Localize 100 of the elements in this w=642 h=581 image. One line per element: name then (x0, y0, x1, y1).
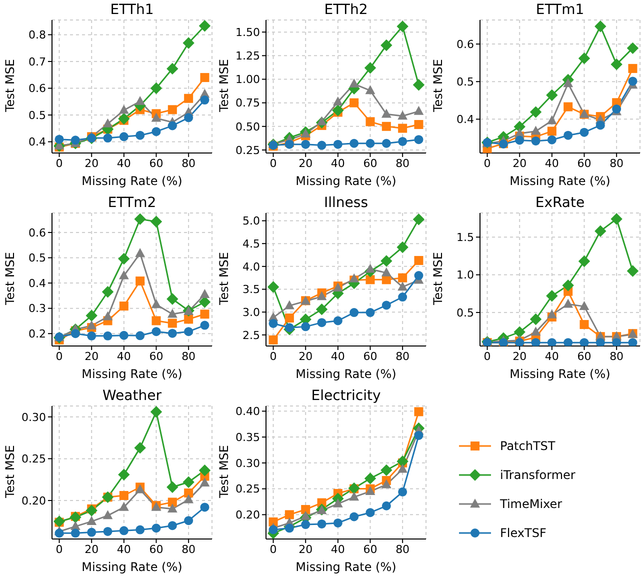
point (382, 122, 391, 131)
point (300, 510, 311, 520)
point (349, 273, 360, 282)
point (398, 487, 408, 496)
point (546, 309, 557, 318)
point (168, 328, 177, 338)
y-tick-label: 0.5 (28, 252, 46, 265)
point (86, 516, 97, 526)
point (596, 120, 605, 130)
chart-title: ExRate (534, 195, 586, 211)
point (350, 138, 359, 148)
y-tick-label: 0.4 (28, 276, 46, 290)
y-tick-label: 1.0 (456, 268, 474, 282)
point (547, 126, 556, 136)
x-tick-label: 40 (330, 350, 345, 363)
point (628, 76, 638, 86)
point (102, 510, 113, 520)
x-tick-label: 80 (610, 156, 624, 170)
point (102, 311, 113, 320)
y-tick-label: 0.25 (236, 144, 260, 157)
point (349, 492, 360, 501)
point (168, 498, 177, 507)
point (200, 310, 210, 319)
y-tick-label: 1.5 (456, 231, 474, 244)
point (333, 140, 342, 149)
point (414, 106, 424, 115)
point (414, 407, 424, 416)
point (284, 314, 294, 323)
x-tick-label: 80 (396, 156, 410, 170)
point (332, 104, 344, 116)
x-tick-label: 20 (84, 542, 99, 556)
x-axis-title: Missing Rate (%) (80, 174, 184, 188)
point (396, 456, 408, 468)
point (531, 136, 540, 146)
point (412, 214, 425, 226)
point (119, 491, 128, 500)
x-tick-label: 20 (512, 350, 527, 363)
x-tick-label: 60 (149, 156, 164, 170)
point (284, 510, 294, 520)
point (364, 62, 376, 74)
point (364, 472, 376, 484)
point (200, 289, 210, 298)
point (300, 128, 311, 138)
point (332, 96, 343, 106)
point (167, 308, 178, 318)
point (184, 94, 194, 103)
point (103, 526, 112, 536)
point (316, 116, 327, 126)
point (136, 525, 145, 534)
point (118, 252, 130, 265)
y-tick-label: 2.5 (242, 328, 260, 342)
point (166, 62, 178, 75)
x-tick-label: 40 (330, 156, 345, 170)
point (546, 115, 557, 124)
point (366, 308, 375, 318)
point (119, 302, 128, 311)
y-tick-label: 0.25 (236, 482, 260, 496)
point (284, 524, 294, 533)
x-tick-label: 60 (363, 542, 378, 556)
x-tick-label: 0 (270, 350, 277, 363)
point (166, 481, 178, 493)
x-tick-label: 20 (298, 542, 313, 556)
point (200, 502, 210, 512)
y-tick-label: 0.6 (28, 226, 46, 240)
point (167, 503, 178, 512)
point (564, 338, 573, 346)
point (547, 135, 556, 144)
point (70, 329, 80, 338)
point (380, 464, 392, 476)
point (134, 213, 146, 225)
point (398, 273, 408, 282)
y-axis-title: Test MSE (217, 59, 231, 112)
point (515, 136, 524, 145)
point (87, 331, 96, 340)
point (150, 406, 162, 418)
point (412, 79, 425, 91)
y-axis-title: Test MSE (431, 252, 445, 305)
point (102, 286, 114, 298)
y-tick-label: 0.40 (236, 405, 260, 418)
x-tick-label: 0 (270, 156, 277, 170)
x-tick-label: 0 (270, 542, 277, 556)
point (530, 106, 542, 118)
point (198, 20, 211, 32)
point (396, 241, 408, 254)
y-tick-label: 0.4 (28, 136, 46, 149)
point (580, 128, 589, 137)
point (580, 320, 589, 330)
point (86, 504, 98, 516)
point (317, 318, 326, 328)
y-tick-label: 0.4 (456, 113, 474, 126)
point (333, 316, 342, 326)
point (612, 338, 622, 346)
point (316, 291, 327, 300)
legend-label: FlexTSF (500, 526, 546, 540)
point (103, 331, 112, 340)
point (380, 39, 392, 52)
point (87, 528, 96, 537)
point (530, 126, 541, 135)
chart-title: ETTh1 (109, 2, 155, 18)
y-axis-title: Test MSE (3, 252, 17, 305)
